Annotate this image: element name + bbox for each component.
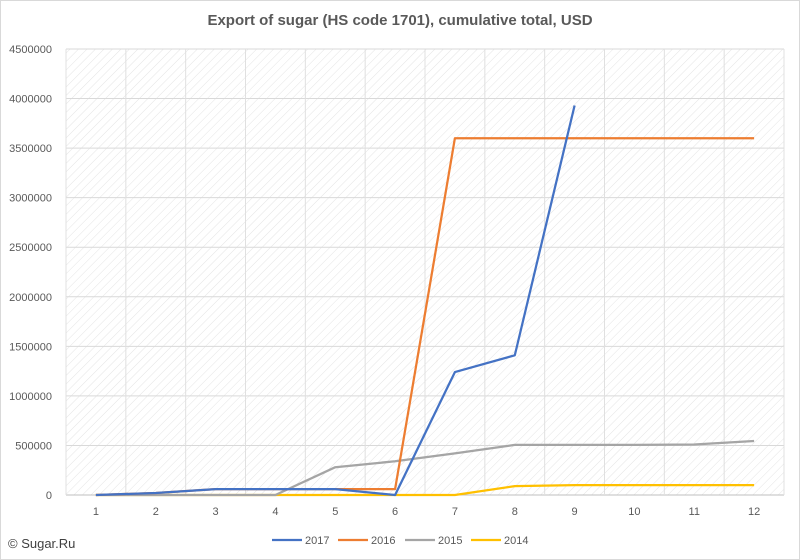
- legend-label-2016: 2016: [371, 535, 395, 547]
- series-line-2017: [95, 105, 576, 497]
- y-tick-label: 2500000: [9, 242, 52, 254]
- legend-label-2015: 2015: [438, 535, 462, 547]
- x-tick-label: 1: [93, 506, 99, 518]
- y-tick-label: 3500000: [9, 143, 52, 155]
- x-tick-label: 2: [153, 506, 159, 518]
- x-tick-label: 3: [213, 506, 219, 518]
- legend-label-2014: 2014: [504, 535, 528, 547]
- x-tick-label: 9: [572, 506, 578, 518]
- y-tick-label: 500000: [15, 440, 52, 452]
- x-tick-label: 7: [452, 506, 458, 518]
- x-tick-label: 11: [689, 506, 700, 518]
- y-tick-label: 1500000: [9, 341, 52, 353]
- x-tick-label: 8: [512, 506, 518, 518]
- y-tick-label: 3000000: [9, 193, 52, 205]
- x-tick-label: 6: [392, 506, 398, 518]
- y-tick-label: 0: [46, 490, 52, 502]
- series-line-2015: [95, 439, 755, 497]
- x-tick-label: 5: [332, 506, 338, 518]
- y-tick-label: 2000000: [9, 292, 52, 304]
- x-tick-label: 10: [628, 506, 640, 518]
- y-tick-label: 1000000: [9, 391, 52, 403]
- y-tick-label: 4500000: [9, 44, 52, 56]
- y-tick-label: 4000000: [9, 94, 52, 106]
- copyright-notice: © Sugar.Ru: [8, 536, 76, 551]
- x-tick-label: 12: [748, 506, 760, 518]
- chart-title: Export of sugar (HS code 1701), cumulati…: [207, 12, 593, 29]
- x-tick-label: 4: [272, 506, 278, 518]
- legend-label-2017: 2017: [305, 535, 329, 547]
